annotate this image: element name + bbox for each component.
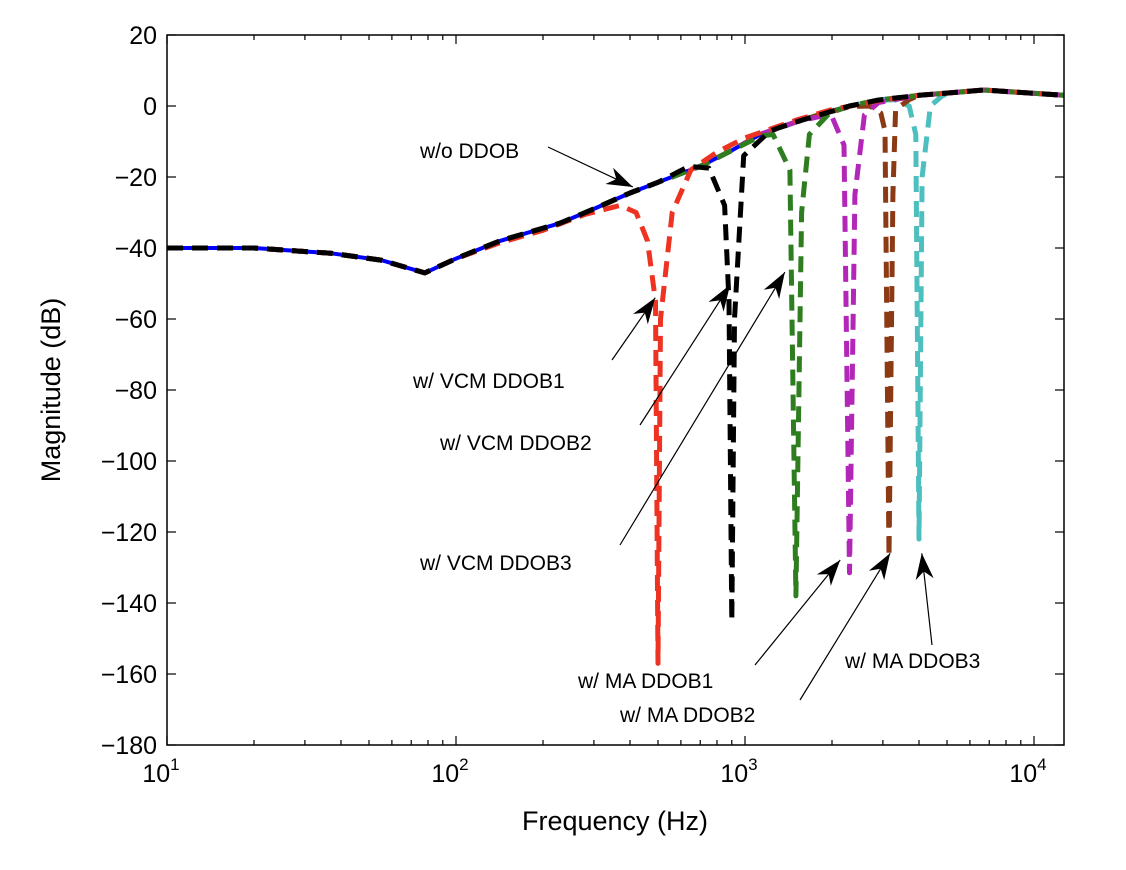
annotation-label: w/ VCM DDOB2 — [439, 432, 592, 455]
x-tick-base: 10 — [720, 760, 748, 788]
y-tick-label: −120 — [101, 519, 157, 547]
annotation-line — [754, 559, 841, 666]
annotation: w/ MA DDOB1 — [577, 559, 841, 693]
y-axis-label: Magnitude (dB) — [36, 298, 66, 483]
x-tick-base: 10 — [431, 760, 459, 788]
annotation-label: w/ VCM DDOB1 — [412, 370, 565, 393]
annotation-label: w/ MA DDOB2 — [619, 704, 755, 727]
arrowhead-icon — [632, 297, 656, 325]
series-w-vcm-ddob2 — [167, 87, 1065, 624]
y-tick-label: −100 — [101, 448, 157, 476]
annotation-label: w/o DDOB — [419, 140, 519, 163]
x-tick-exponent: 2 — [459, 755, 468, 774]
y-tick-label: 20 — [129, 22, 157, 50]
x-tick-label: 104 — [1009, 755, 1046, 788]
annotation-line — [799, 552, 891, 701]
annotation: w/ MA DDOB2 — [619, 552, 891, 727]
x-tick-exponent: 3 — [748, 755, 757, 774]
x-tick-label: 101 — [142, 755, 179, 788]
annotation-line — [619, 271, 786, 546]
x-tick-exponent: 4 — [1037, 755, 1046, 774]
annotation-line — [639, 284, 731, 426]
x-tick-base: 10 — [142, 760, 170, 788]
x-tick-label: 102 — [431, 755, 468, 788]
x-tick-exponent: 1 — [170, 755, 179, 774]
annotation: w/o DDOB — [419, 140, 634, 188]
y-tick-label: −40 — [115, 235, 157, 263]
y-tick-label: 0 — [143, 93, 157, 121]
x-tick-base: 10 — [1009, 760, 1037, 788]
y-tick-label: −80 — [115, 377, 157, 405]
y-tick-label: −60 — [115, 306, 157, 334]
y-tick-label: −20 — [115, 164, 157, 192]
x-axis-label: Frequency (Hz) — [522, 806, 708, 836]
annotation: w/ MA DDOB3 — [844, 553, 980, 673]
x-tick-label: 103 — [720, 755, 757, 788]
arrowhead-icon — [816, 560, 841, 586]
y-tick-label: −180 — [101, 732, 157, 760]
annotation-label: w/ VCM DDOB3 — [419, 552, 572, 575]
annotations: w/o DDOB w/ VCM DDOB1 w/ VCM DDOB2 w/ VCM D… — [412, 140, 980, 727]
arrowhead-icon — [915, 553, 934, 581]
annotation-label: w/ MA DDOB3 — [844, 650, 980, 673]
arrowhead-icon — [605, 167, 633, 187]
series-layer — [167, 87, 1065, 666]
annotation: w/ VCM DDOB3 — [419, 271, 786, 575]
y-tick-label: −140 — [101, 590, 157, 618]
annotation: w/ VCM DDOB1 — [412, 297, 656, 393]
arrowhead-icon — [708, 284, 731, 312]
arrowhead-icon — [868, 553, 891, 581]
annotation: w/ VCM DDOB2 — [439, 284, 731, 455]
y-tick-label: −160 — [101, 661, 157, 689]
annotation-label: w/ MA DDOB1 — [577, 670, 713, 693]
arrowhead-icon — [763, 272, 785, 300]
